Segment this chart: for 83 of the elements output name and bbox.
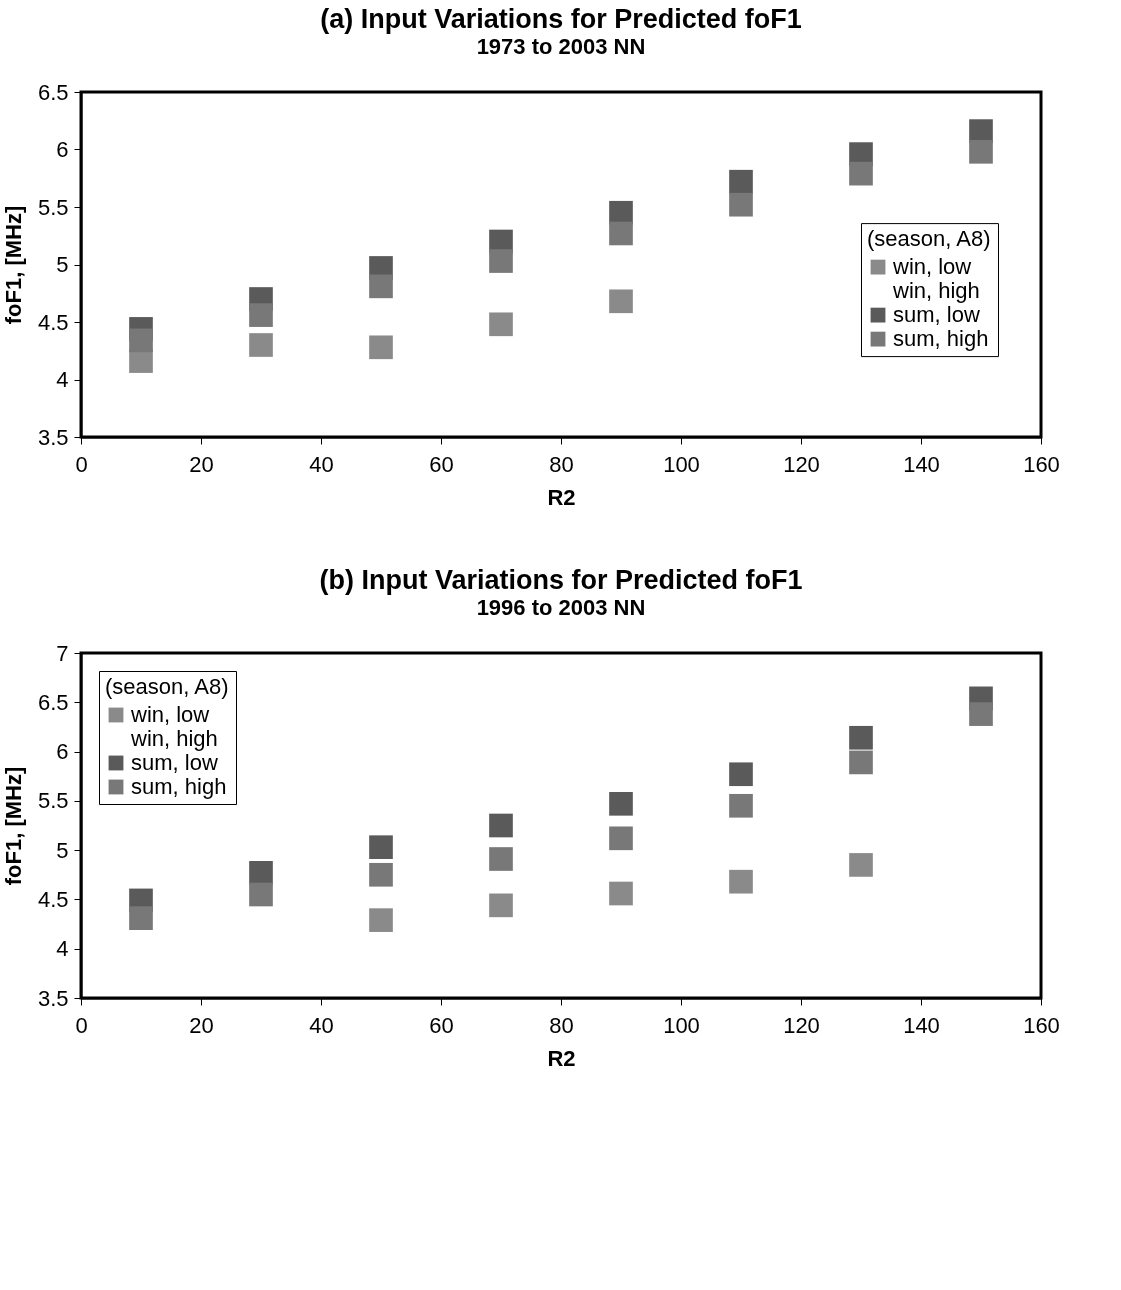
y-tick-label: 4.5 [37, 309, 69, 335]
chart-title: (b) Input Variations for Predicted foF1 [319, 565, 803, 595]
x-tick-label: 120 [783, 451, 820, 477]
point [489, 813, 513, 838]
x-tick-label: 40 [309, 1012, 334, 1038]
point [969, 139, 993, 164]
point [249, 333, 273, 357]
point [729, 869, 753, 894]
point [849, 161, 873, 186]
point [729, 762, 753, 787]
point [369, 274, 393, 299]
x-axis-title: R2 [547, 1045, 576, 1071]
x-tick-label: 140 [903, 1012, 940, 1038]
x-tick-label: 160 [1023, 451, 1060, 477]
y-tick-label: 4 [56, 367, 69, 392]
y-tick-label: 5.5 [37, 194, 69, 220]
point [489, 249, 513, 273]
x-tick-label: 80 [549, 1012, 574, 1038]
point [729, 793, 753, 818]
point [489, 312, 513, 337]
chart-title: (a) Input Variations for Predicted foF1 [320, 4, 802, 34]
y-tick-label: 5.5 [37, 788, 69, 814]
chart-subtitle: 1973 to 2003 NN [476, 34, 646, 59]
point [609, 791, 633, 816]
point [369, 835, 393, 860]
y-tick-label: 7 [56, 640, 69, 666]
point [609, 826, 633, 851]
point [969, 702, 993, 726]
point [369, 908, 393, 932]
x-tick-label: 20 [189, 1012, 214, 1038]
y-axis-title: foF1, [MHz] [0, 205, 26, 325]
chart-subtitle: 1996 to 2003 NN [476, 595, 646, 620]
y-tick-label: 4 [56, 936, 69, 962]
point [729, 169, 753, 194]
y-tick-label: 6.5 [37, 689, 69, 715]
legend-title: (season, A8) [867, 226, 991, 252]
y-tick-label: 6.5 [37, 79, 69, 105]
point [129, 328, 153, 353]
x-tick-label: 80 [549, 451, 574, 477]
y-tick-label: 5 [56, 252, 69, 277]
point [849, 750, 873, 775]
legend-label: sum, high [131, 774, 227, 799]
x-tick-label: 140 [903, 451, 940, 477]
x-tick-label: 160 [1023, 1012, 1060, 1038]
point [489, 893, 513, 918]
legend-label: sum, low [131, 750, 218, 775]
legend-label: sum, low [893, 302, 980, 328]
x-tick-label: 60 [429, 451, 454, 477]
x-axis-title: R2 [547, 484, 576, 510]
y-tick-label: 3.5 [37, 985, 69, 1011]
legend-title: (season, A8) [105, 674, 229, 699]
point [249, 860, 273, 885]
x-tick-label: 60 [429, 1012, 454, 1038]
point [609, 881, 633, 906]
point [729, 192, 753, 217]
x-tick-label: 120 [783, 1012, 820, 1038]
y-axis-title: foF1, [MHz] [0, 766, 26, 886]
x-tick-label: 0 [75, 451, 88, 477]
x-tick-label: 0 [75, 1012, 88, 1038]
point [849, 853, 873, 877]
legend-label: sum, high [893, 326, 989, 352]
point [369, 335, 393, 360]
y-tick-label: 6 [56, 739, 69, 765]
point [609, 221, 633, 246]
y-tick-label: 6 [56, 137, 69, 162]
point [849, 725, 873, 750]
text: win, high [892, 278, 980, 304]
x-tick-label: 40 [309, 451, 334, 477]
point [249, 303, 273, 327]
y-tick-label: 5 [56, 837, 69, 863]
legend-label: win, low [130, 702, 210, 727]
y-tick-label: 3.5 [37, 424, 69, 450]
point [129, 906, 153, 930]
point [489, 847, 513, 871]
x-tick-label: 100 [663, 1012, 700, 1038]
point [609, 289, 633, 314]
point [249, 882, 273, 907]
legend-label: win, high [130, 726, 218, 751]
x-tick-label: 20 [189, 451, 214, 477]
y-tick-label: 4.5 [37, 886, 69, 912]
x-tick-label: 100 [663, 451, 700, 477]
point [369, 862, 393, 887]
legend-label: win, low [892, 254, 972, 280]
